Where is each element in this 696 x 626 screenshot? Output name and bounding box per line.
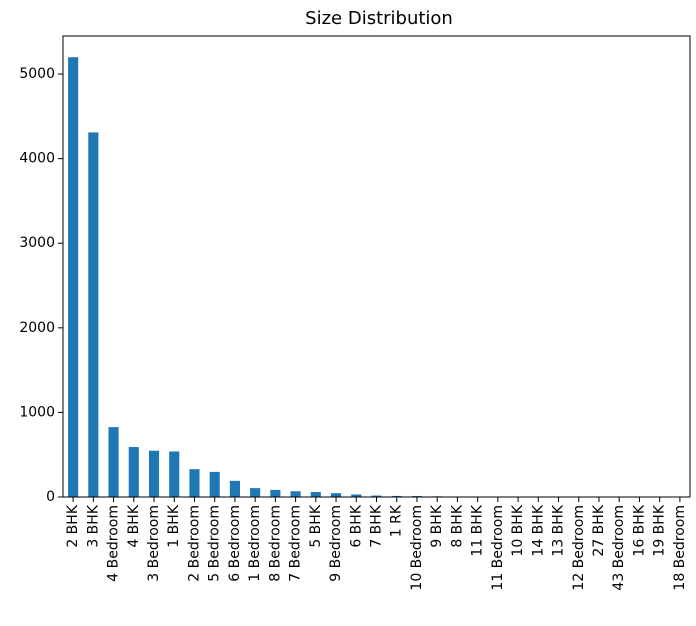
y-tick-label: 2000 [19, 320, 55, 336]
x-tick-label: 3 BHK [85, 504, 101, 547]
y-tick-label: 4000 [19, 151, 55, 167]
bar-10-bedroom [411, 495, 423, 497]
x-tick-label: 5 BHK [308, 504, 324, 547]
bar-1-bhk [169, 451, 180, 497]
x-axis: 2 BHK 3 BHK 4 Bedroom 4 BHK 3 Bedroom 1 BHK 2 … [65, 497, 688, 591]
x-tick-label: 13 BHK [551, 504, 567, 556]
x-tick-label: 5 Bedroom [207, 505, 223, 582]
x-tick-label: 1 BHK [166, 504, 182, 547]
x-tick-label: 6 Bedroom [227, 505, 243, 582]
bar-5-bedroom [209, 471, 220, 497]
x-tick-label: 7 BHK [369, 504, 385, 547]
x-tick-label: 10 Bedroom [409, 505, 425, 591]
bar-8-bedroom [270, 489, 281, 497]
bar-1-rk [391, 495, 402, 497]
y-tick-label: 1000 [19, 404, 55, 420]
bar-3-bedroom [148, 450, 160, 497]
x-tick-label: 12 Bedroom [571, 505, 587, 591]
bar-1-bedroom [250, 488, 261, 497]
x-tick-label: 14 BHK [530, 504, 546, 556]
bar-2-bhk [68, 57, 79, 497]
bar-6-bhk [351, 494, 362, 497]
x-tick-label: 4 Bedroom [106, 505, 122, 582]
x-tick-label: 2 Bedroom [186, 505, 202, 582]
bar-4-bedroom [108, 427, 119, 497]
x-tick-label: 8 BHK [449, 504, 465, 547]
bar-2-bedroom [189, 469, 200, 497]
plot-frame [62, 35, 691, 498]
x-tick-label: 16 BHK [631, 504, 647, 556]
x-tick-label: 3 Bedroom [146, 505, 162, 582]
bar-5-bhk [310, 492, 321, 497]
x-tick-label: 1 RK [389, 504, 405, 537]
x-tick-label: 1 Bedroom [247, 505, 263, 582]
bar-3-bhk [88, 132, 99, 497]
chart-title: Size Distribution [305, 8, 453, 29]
bar-9-bedroom [330, 493, 342, 497]
x-tick-label: 9 BHK [429, 504, 445, 547]
bar-7-bhk [371, 495, 382, 497]
x-tick-label: 43 Bedroom [611, 505, 627, 591]
x-tick-label: 27 BHK [591, 504, 607, 556]
x-tick-label: 7 Bedroom [288, 505, 304, 582]
y-tick-label: 5000 [19, 66, 55, 82]
x-tick-label: 18 Bedroom [672, 505, 688, 591]
x-tick-label: 10 BHK [510, 504, 526, 556]
y-tick-label: 0 [46, 489, 55, 505]
x-tick-label: 19 BHK [652, 504, 668, 556]
bar-4-bhk [128, 447, 139, 497]
bar-6-bedroom [229, 480, 240, 497]
x-tick-label: 11 BHK [470, 504, 486, 556]
bars-group [68, 57, 685, 497]
x-tick-label: 4 BHK [126, 504, 142, 547]
bar-7-bedroom [290, 491, 301, 497]
x-tick-label: 6 BHK [348, 504, 364, 547]
y-axis: 0 1000 2000 3000 4000 5000 [19, 66, 63, 505]
x-tick-label: 2 BHK [65, 504, 81, 547]
x-tick-label: 9 Bedroom [328, 505, 344, 582]
y-tick-label: 3000 [19, 235, 55, 251]
x-tick-label: 11 Bedroom [490, 505, 506, 591]
x-tick-label: 8 Bedroom [267, 505, 283, 582]
